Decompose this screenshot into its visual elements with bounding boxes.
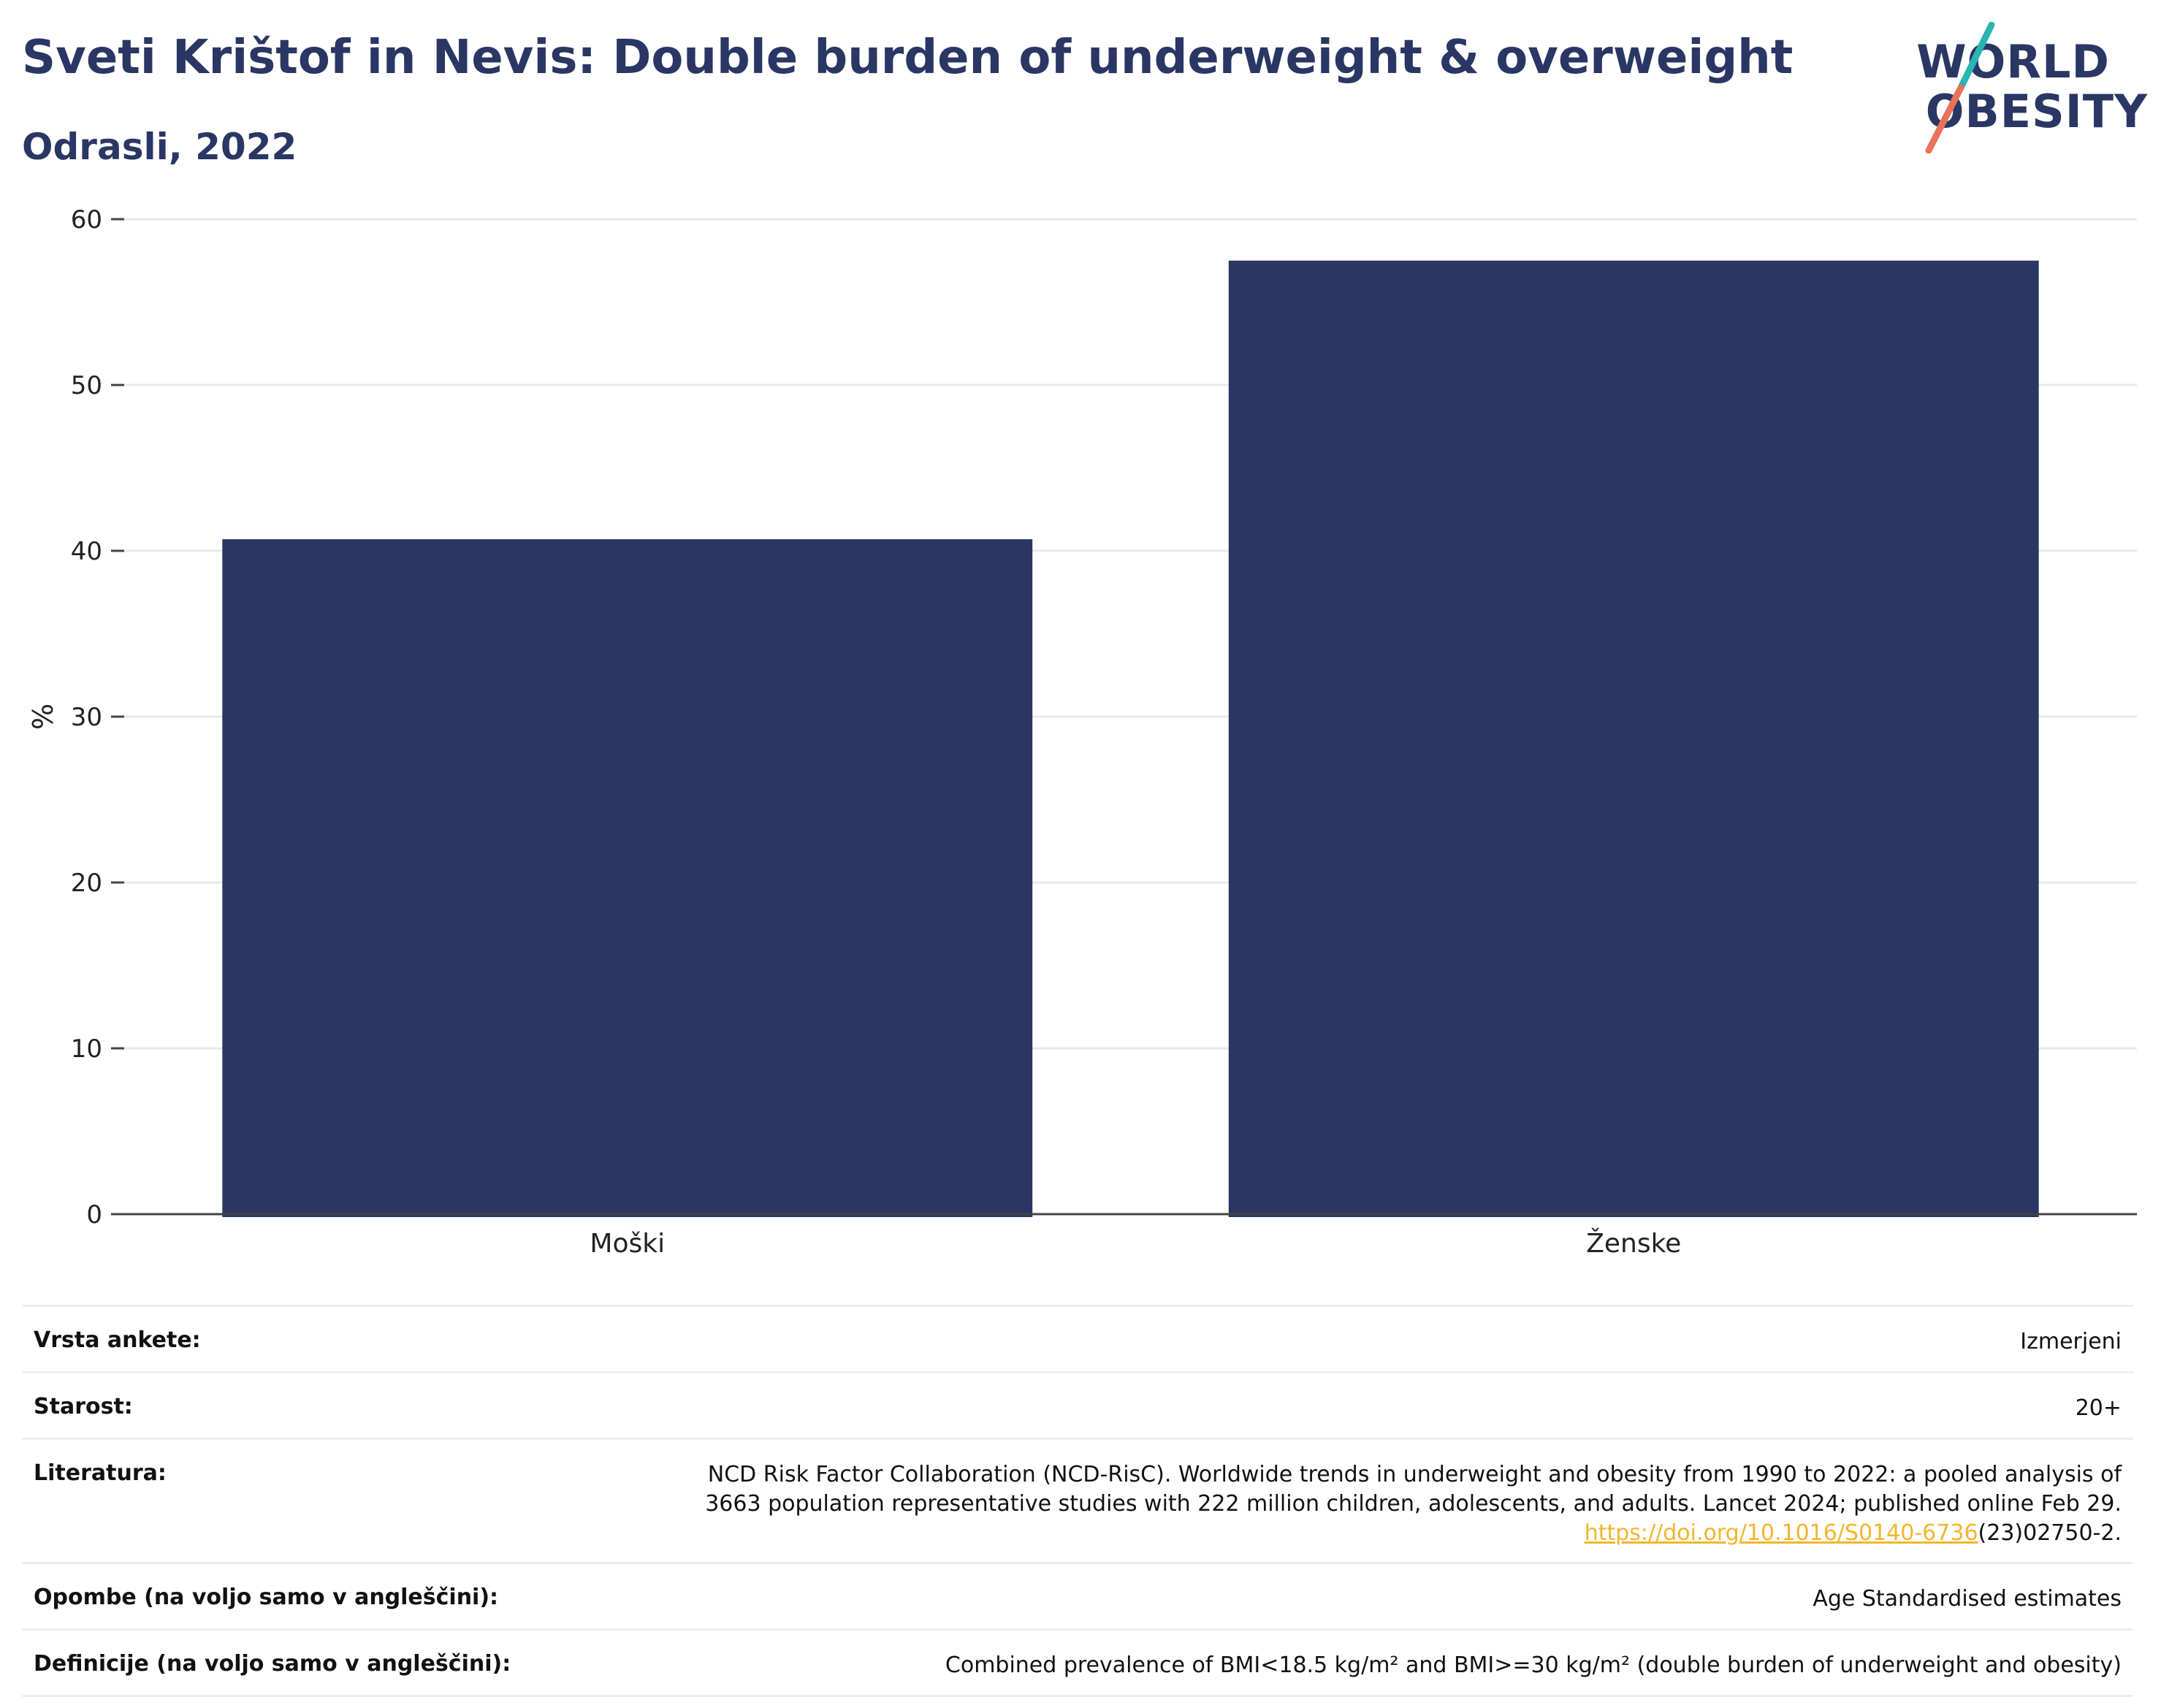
logo-line1: WORLD (1916, 35, 2110, 88)
meta-key: Vrsta ankete: (34, 1327, 201, 1353)
meta-row-age: Starost: 20+ (22, 1370, 2133, 1438)
x-tick-label: Ženske (1586, 1228, 1681, 1259)
metadata-table: Vrsta ankete: Izmerjeni Starost: 20+ Lit… (22, 1305, 2133, 1698)
logo-line2: OBESITY (1925, 85, 2148, 138)
meta-value: Combined prevalence of BMI<18.5 kg/m² an… (945, 1652, 2122, 1679)
doi-suffix: (23)02750-2. (1978, 1520, 2122, 1546)
x-tick-label: Moški (590, 1229, 665, 1259)
y-tick-label: 40 (71, 537, 102, 566)
meta-row-survey: Vrsta ankete: Izmerjeni (22, 1305, 2133, 1371)
meta-value: Age Standardised estimates (1813, 1586, 2122, 1612)
meta-row-definitions: Definicije (na voljo samo v angleščini):… (22, 1628, 2133, 1698)
logo-slash-icon (1925, 22, 1995, 153)
meta-row-notes: Opombe (na voljo samo v angleščini): Age… (22, 1562, 2133, 1628)
literature-line: 3663 population representative studies w… (705, 1490, 2122, 1517)
bar-chart: 0 10 20 30 40 50 60 Moški Ženske% (27, 205, 2137, 1259)
y-tick-label: 10 (71, 1034, 102, 1064)
world-obesity-logo: WORLD OBESITY (1907, 22, 2148, 153)
y-axis-label: % (27, 704, 59, 730)
meta-value: 20+ (2075, 1395, 2122, 1421)
meta-key: Starost: (34, 1393, 133, 1419)
meta-row-literature: Literatura: NCD Risk Factor Collaboratio… (22, 1437, 2133, 1563)
chart-subtitle: Odrasli, 2022 (22, 126, 297, 168)
y-tick-label: 20 (71, 869, 102, 898)
doi-link[interactable]: https://doi.org/10.1016/S0140-6736 (1584, 1520, 1978, 1546)
y-tick-label: 30 (71, 703, 102, 732)
meta-value: Izmerjeni (2020, 1329, 2122, 1354)
bar (222, 539, 1033, 1217)
literature-line: NCD Risk Factor Collaboration (NCD-RisC)… (707, 1461, 2122, 1487)
y-tick-label: 50 (71, 371, 102, 400)
bar (1228, 260, 2039, 1217)
meta-value: NCD Risk Factor Collaboration (NCD-RisC)… (705, 1460, 2122, 1548)
y-tick-label: 60 (71, 205, 102, 235)
chart-title: Sveti Krištof in Nevis: Double burden of… (22, 31, 1794, 85)
meta-key: Definicije (na voljo samo v angleščini): (34, 1651, 511, 1677)
meta-key: Literatura: (34, 1460, 167, 1486)
meta-key: Opombe (na voljo samo v angleščini): (34, 1585, 499, 1611)
y-tick-label: 0 (86, 1200, 102, 1229)
